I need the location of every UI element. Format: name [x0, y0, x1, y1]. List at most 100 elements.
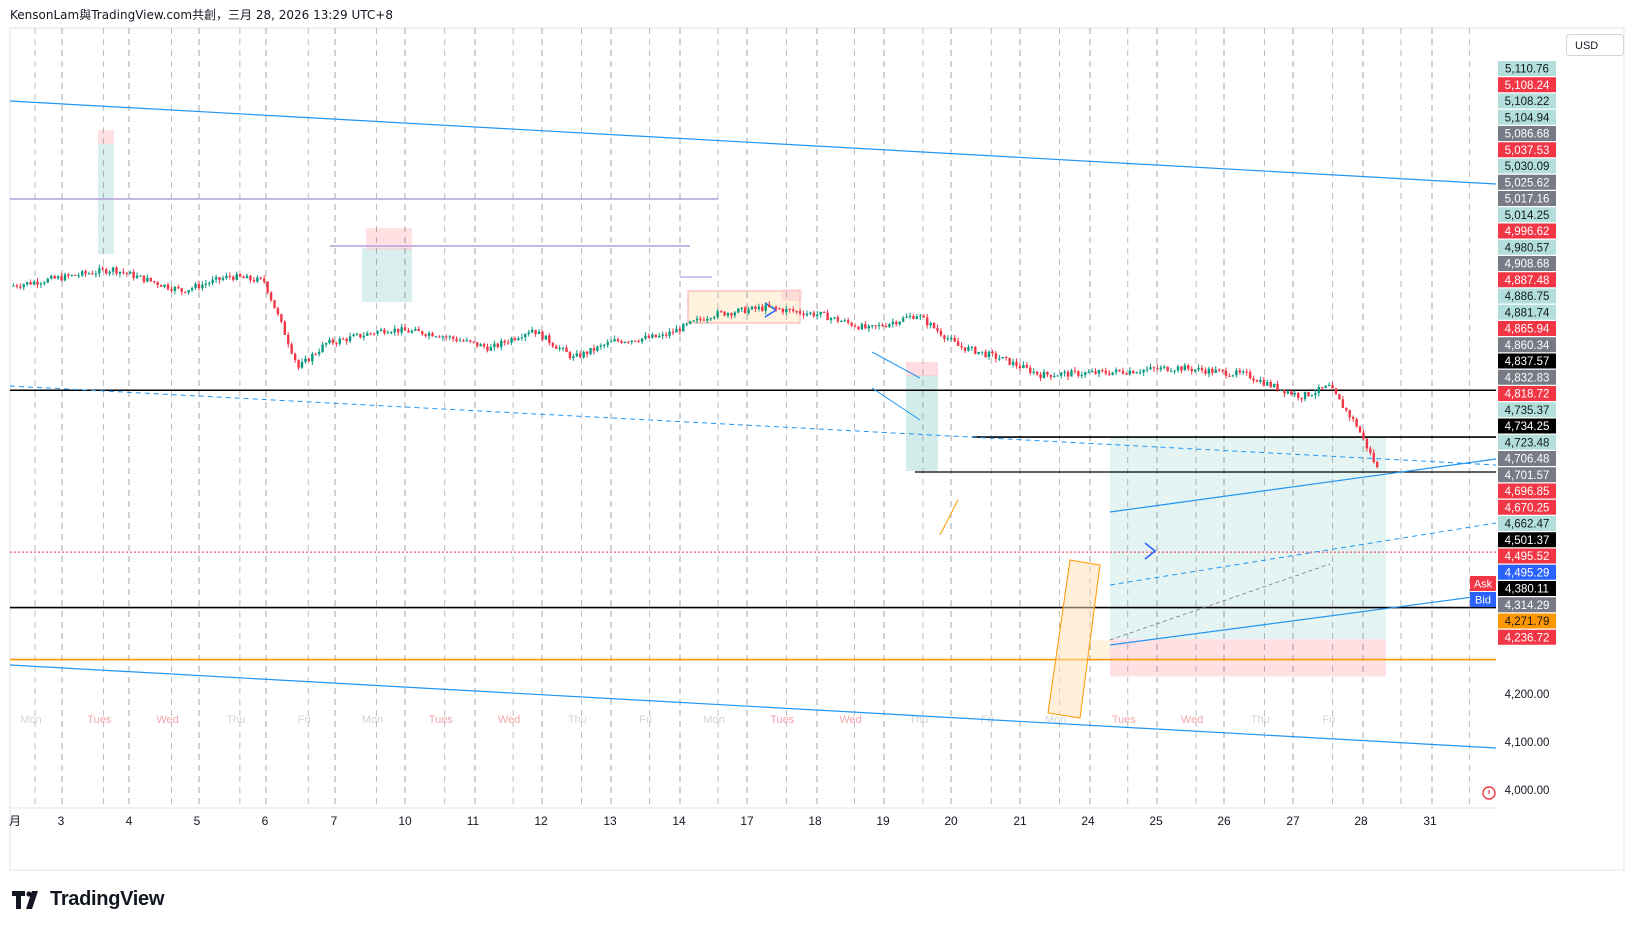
session-label: Fri — [298, 714, 311, 726]
trend-line — [871, 387, 921, 421]
time-axis[interactable]: 月 3 4 5 6 7 10 11 12 13 14 17 18 19 20 21 24 25 26 27 28 31 — [9, 807, 1496, 828]
candle-body — [936, 328, 939, 331]
candle-body — [1018, 366, 1022, 369]
price-tick: 4,200.00 — [1505, 689, 1550, 701]
price-label-box — [1498, 581, 1556, 596]
session-label: Wed — [498, 714, 520, 726]
price-label: 5,108.22 — [1505, 96, 1550, 108]
time-label: 25 — [1149, 814, 1163, 828]
candle-body — [1128, 370, 1132, 375]
price-label-box — [1498, 256, 1556, 271]
candle-body — [80, 271, 84, 276]
candle-body — [658, 335, 661, 338]
currency-button[interactable]: USD — [1566, 34, 1624, 56]
candle-body — [359, 333, 362, 338]
candle-body — [561, 347, 565, 349]
candle-body — [867, 325, 870, 329]
candle-body — [881, 324, 884, 327]
candle-body — [338, 338, 341, 344]
candle-body — [1053, 376, 1056, 378]
candle-body — [1317, 387, 1321, 394]
tradingview-logo[interactable]: TradingView — [12, 888, 164, 911]
candle-body — [438, 336, 441, 338]
candle-body — [613, 339, 616, 342]
candle-body — [795, 311, 798, 313]
session-label: Thu — [226, 714, 245, 726]
candle-body — [1138, 372, 1142, 374]
price-label: 5,025.62 — [1505, 177, 1550, 189]
candle-body — [383, 329, 386, 334]
candle-body — [390, 332, 393, 334]
candle-body — [1283, 389, 1286, 394]
candle-body — [39, 283, 43, 285]
candle-body — [451, 336, 455, 339]
candle-body — [1149, 367, 1152, 370]
candle-body — [551, 343, 554, 347]
candle-body — [984, 351, 987, 358]
candle-body — [225, 275, 228, 279]
range-box — [687, 290, 801, 324]
price-label: 5,104.94 — [1505, 112, 1550, 124]
bid-tag: Bid — [1475, 595, 1491, 607]
candle-body — [785, 308, 788, 313]
candle-body — [1193, 369, 1197, 372]
candle-body — [1145, 369, 1149, 371]
price-label-box — [1498, 223, 1556, 239]
tradingview-logo-text: TradingView — [50, 888, 165, 910]
price-label: 4,832.83 — [1505, 372, 1550, 384]
candle-body — [767, 304, 771, 307]
candle-body — [431, 333, 434, 337]
candle-body — [833, 317, 836, 319]
candle-body — [252, 280, 256, 282]
candle-body — [695, 318, 699, 321]
candle-body — [774, 306, 778, 309]
candle-body — [74, 274, 77, 276]
price-label: 4,980.57 — [1505, 242, 1550, 254]
candle-body — [221, 278, 225, 280]
candle-body — [864, 324, 867, 329]
candle-body — [1334, 388, 1338, 395]
candle-body — [1097, 370, 1101, 374]
highlight-parallelogram — [1047, 559, 1101, 719]
candle-body — [187, 290, 190, 293]
candle-body — [1104, 370, 1108, 374]
session-grid — [34, 28, 1470, 808]
candle-body — [101, 268, 104, 270]
candle-body — [304, 358, 307, 363]
candle-body — [104, 269, 108, 274]
price-scale[interactable]: 5,110.76 5,108.24 5,108.22 5,104.94 5,086.68… — [1470, 61, 1556, 800]
candle-body — [960, 345, 963, 348]
candle-body — [589, 347, 592, 355]
candle-body — [685, 323, 688, 325]
candle-body — [575, 353, 579, 357]
candle-body — [871, 325, 874, 327]
time-label: 11 — [467, 814, 480, 828]
candle-body — [939, 330, 943, 336]
candle-body — [108, 271, 111, 274]
candle-body — [647, 335, 651, 338]
price-label: 5,030.09 — [1505, 161, 1550, 173]
alarm-clock-icon — [1482, 786, 1496, 800]
price-label-box — [1498, 353, 1556, 369]
candle-body — [953, 337, 956, 342]
candle-body — [1101, 370, 1104, 372]
candle-body — [159, 285, 163, 287]
trend-line — [939, 499, 959, 536]
candle-body — [1207, 368, 1211, 374]
price-label-box — [1498, 434, 1556, 450]
candle-body — [891, 321, 895, 325]
candle-body — [197, 283, 201, 289]
price-label-box — [1498, 142, 1556, 158]
session-label: Wed — [156, 714, 178, 726]
candle-body — [1025, 364, 1029, 368]
candle-body — [1169, 371, 1173, 373]
trend-line — [9, 100, 1497, 185]
candle-body — [846, 320, 850, 323]
candle-body — [950, 337, 953, 339]
candle-body — [376, 331, 379, 334]
price-label-box — [1498, 191, 1556, 206]
candle-body — [1259, 380, 1262, 382]
candle-body — [554, 346, 558, 349]
session-label: Fri — [1322, 714, 1335, 726]
